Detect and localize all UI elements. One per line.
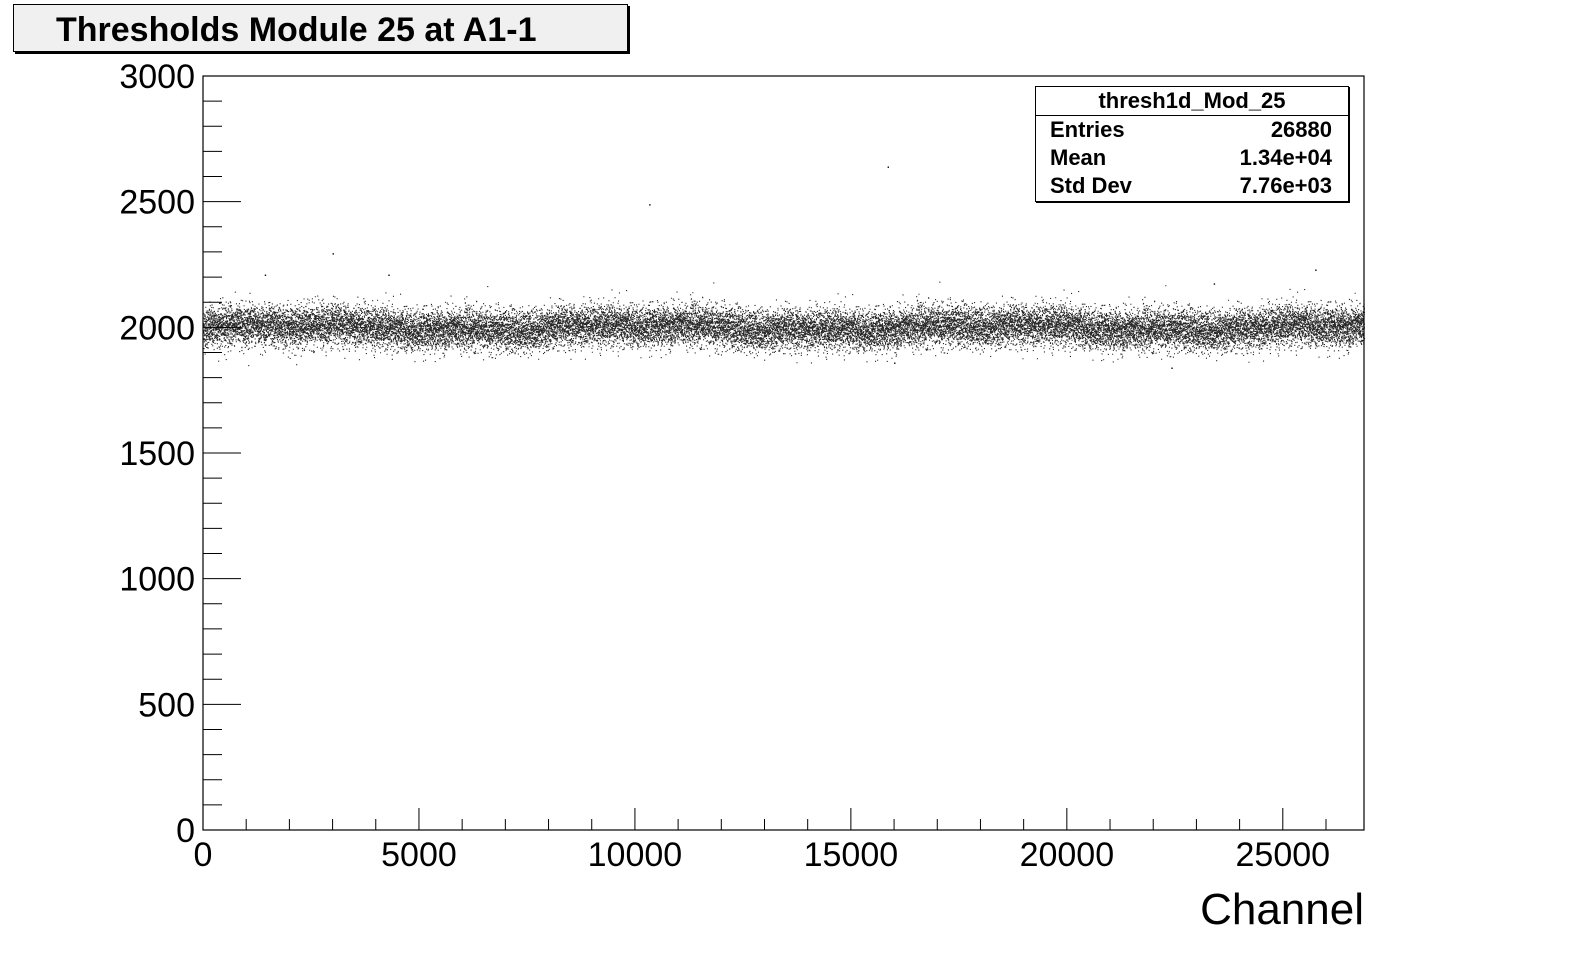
stats-name: thresh1d_Mod_25 <box>1036 87 1348 116</box>
data-point-outlier <box>1213 283 1216 285</box>
chart-title: Thresholds Module 25 at A1-1 <box>56 11 537 49</box>
stats-value: 7.76e+03 <box>1239 173 1332 198</box>
data-point-outlier <box>894 362 896 364</box>
x-tick-label: 0 <box>194 836 213 874</box>
data-point-outlier <box>887 166 889 168</box>
data-point-outlier <box>1171 367 1173 369</box>
stats-box: thresh1d_Mod_25 Entries 26880 Mean 1.34e… <box>1035 86 1349 202</box>
stats-row-mean: Mean 1.34e+04 <box>1036 144 1348 172</box>
stats-row-stddev: Std Dev 7.76e+03 <box>1036 172 1348 200</box>
y-tick-label: 2500 <box>119 184 195 222</box>
x-tick-label: 5000 <box>381 836 457 874</box>
y-tick-label: 500 <box>138 686 195 724</box>
y-tick-label: 0 <box>176 812 195 850</box>
stats-value: 26880 <box>1270 117 1332 142</box>
stats-label: Std Dev <box>1050 173 1132 198</box>
data-point-outlier <box>264 274 267 276</box>
x-tick-label: 15000 <box>804 836 899 874</box>
axes: 0 500 1000 1500 2000 2500 3000 0 5000 10000 15000 2… <box>119 58 1365 934</box>
data-point-cloud <box>203 281 1366 367</box>
y-tick-label: 3000 <box>119 58 195 96</box>
data-point-outlier <box>1315 269 1317 271</box>
data-points <box>203 166 1366 369</box>
title-box: Thresholds Module 25 at A1-1 <box>13 4 628 52</box>
stats-label: Entries <box>1050 117 1125 142</box>
x-axis-label: Channel <box>1200 885 1364 934</box>
y-tick-label: 1500 <box>119 435 195 473</box>
stats-value: 1.34e+04 <box>1239 145 1332 170</box>
stats-label: Mean <box>1050 145 1107 170</box>
data-point-outlier <box>649 204 651 206</box>
x-tick-label: 10000 <box>588 836 683 874</box>
x-tick-label: 20000 <box>1020 836 1115 874</box>
y-tick-label: 1000 <box>119 561 195 599</box>
stats-row-entries: Entries 26880 <box>1036 116 1348 144</box>
data-point-outlier <box>388 274 390 276</box>
data-point-outlier <box>332 253 334 255</box>
y-tick-label: 2000 <box>119 309 195 347</box>
x-tick-label: 25000 <box>1236 836 1331 874</box>
